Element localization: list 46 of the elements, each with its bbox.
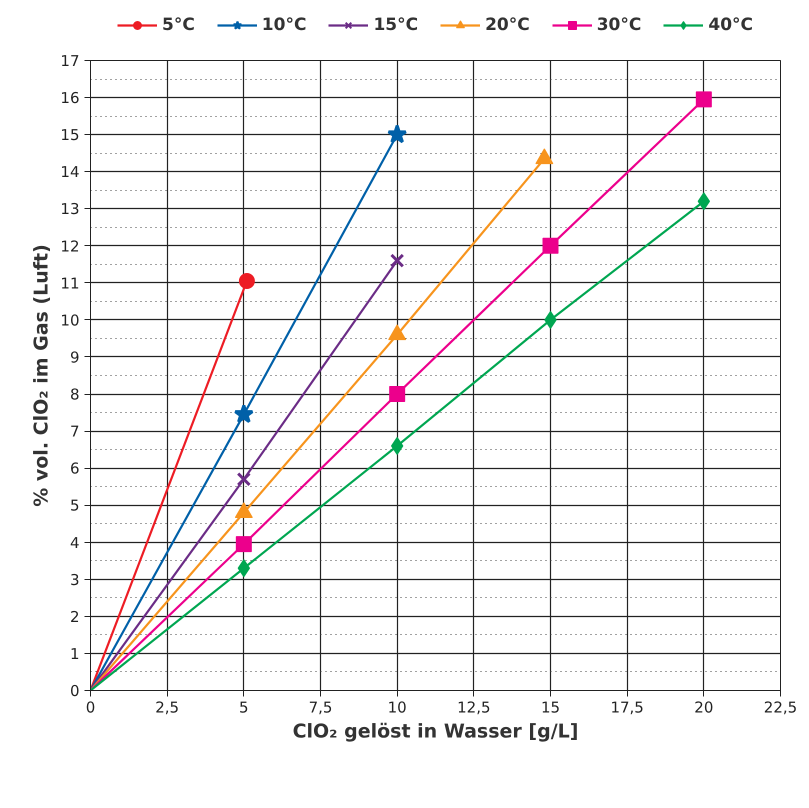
x-tick-label: 20 xyxy=(694,698,714,716)
point xyxy=(234,404,254,424)
y-tick-label: 12 xyxy=(60,237,80,256)
legend-label: 30°C xyxy=(596,15,642,35)
y-tick-label: 5 xyxy=(70,496,80,515)
x-tick-label: 2,5 xyxy=(155,698,180,716)
y-tick-label: 14 xyxy=(60,163,80,182)
point xyxy=(389,386,406,402)
x-axis-title: ClO₂ gelöst in Wasser [g/L] xyxy=(292,720,578,742)
legend-label: 5°C xyxy=(162,15,195,35)
y-tick-label: 13 xyxy=(60,200,80,218)
point xyxy=(236,472,251,486)
point xyxy=(696,91,712,108)
y-tick-label: 9 xyxy=(70,348,80,366)
y-tick-label: 7 xyxy=(70,422,80,441)
legend-label: 10°C xyxy=(262,15,306,35)
y-tick-label: 1 xyxy=(70,644,80,663)
y-tick-label: 6 xyxy=(70,460,80,478)
x-tick-label: 7,5 xyxy=(308,698,332,716)
x-tick-label: 22,5 xyxy=(764,698,798,716)
point xyxy=(390,253,404,268)
legend-label: 15°C xyxy=(373,15,418,35)
point xyxy=(544,310,557,329)
point xyxy=(542,238,558,254)
y-tick-label: 0 xyxy=(70,682,80,700)
y-axis-title: % vol. ClO₂ im Gas (Luft) xyxy=(30,244,52,507)
y-tick-label: 17 xyxy=(60,52,80,70)
point xyxy=(387,124,408,144)
x-tick-label: 15 xyxy=(540,698,560,716)
x-tick-label: 5 xyxy=(239,698,249,716)
x-tick-label: 0 xyxy=(86,698,96,716)
x-tick-label: 12,5 xyxy=(457,698,491,716)
legend-label: 20°C xyxy=(485,15,530,35)
y-tick-label: 4 xyxy=(70,534,80,552)
x-tick-label: 10 xyxy=(388,698,407,716)
y-tick-label: 3 xyxy=(70,570,80,589)
y-tick-label: 8 xyxy=(70,386,80,404)
point xyxy=(238,273,255,289)
y-tick-label: 11 xyxy=(60,274,80,292)
y-tick-label: 2 xyxy=(70,608,80,626)
x-tick-label: 17,5 xyxy=(610,698,644,716)
y-tick-label: 10 xyxy=(60,311,80,330)
y-tick-label: 16 xyxy=(60,89,80,108)
y-tick-label: 15 xyxy=(60,126,80,144)
legend-label: 40°C xyxy=(708,15,754,35)
point xyxy=(236,536,252,552)
